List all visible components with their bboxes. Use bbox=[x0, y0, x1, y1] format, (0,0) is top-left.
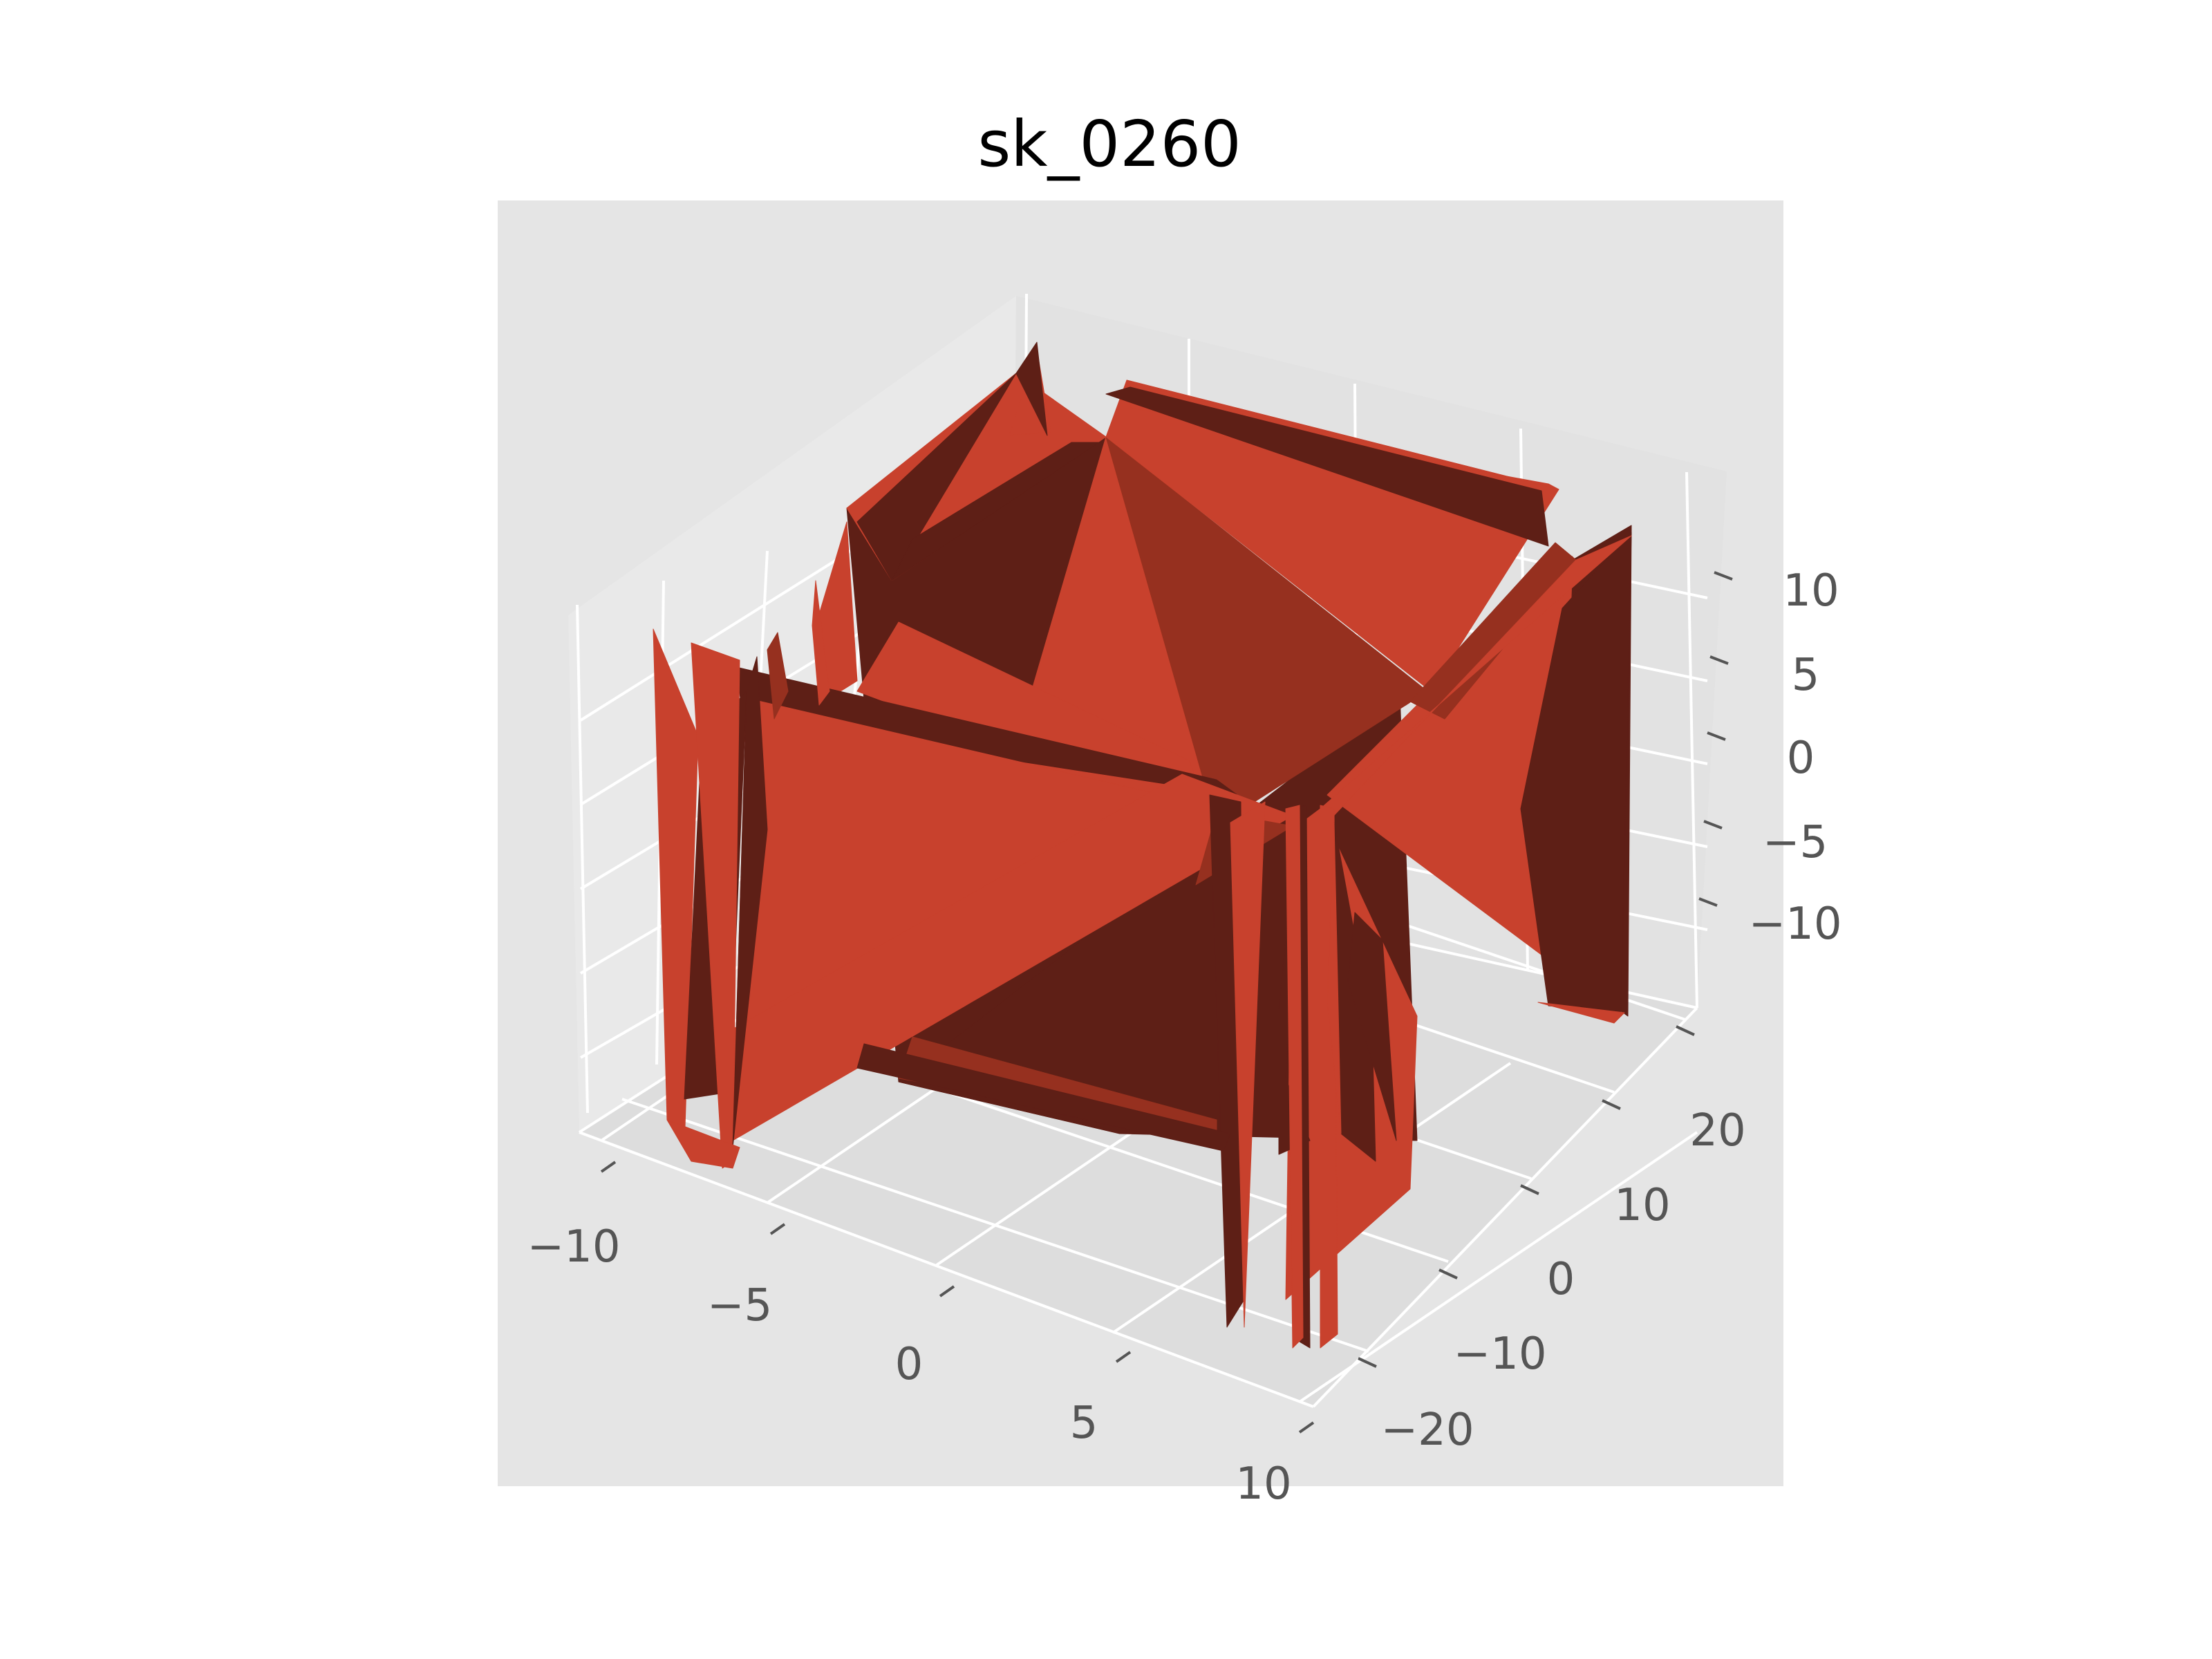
z-tick-4 bbox=[1714, 571, 1733, 581]
y-tick-label-1: −10 bbox=[1453, 1329, 1546, 1380]
z-tick-label-0: −10 bbox=[1748, 899, 1841, 950]
x-tick-label-2: 0 bbox=[895, 1339, 924, 1390]
x-tick-3 bbox=[1115, 1351, 1132, 1363]
x-tick-label-1: −5 bbox=[707, 1280, 772, 1331]
surface-facet-31 bbox=[732, 656, 768, 1148]
surface-facet-4 bbox=[1105, 436, 1428, 827]
x-tick-0 bbox=[600, 1161, 617, 1173]
floor-edge-front-left bbox=[579, 1131, 1314, 1408]
x-tick-label-0: −10 bbox=[527, 1221, 620, 1273]
surface-facet-10 bbox=[891, 442, 1100, 581]
x-tick-label-4: 10 bbox=[1235, 1459, 1291, 1510]
surface-facet-16 bbox=[1327, 556, 1573, 968]
z-tick-label-2: 0 bbox=[1787, 733, 1815, 784]
z-tick-3 bbox=[1709, 655, 1729, 665]
floor-edge-front-right bbox=[1312, 1006, 1698, 1408]
z-tick-label-3: 5 bbox=[1792, 650, 1820, 701]
y-tick-label-4: 20 bbox=[1689, 1105, 1745, 1156]
surface-facet-36 bbox=[1230, 801, 1266, 1328]
y-tick-label-0: −20 bbox=[1380, 1405, 1474, 1456]
x-tick-2 bbox=[939, 1285, 955, 1297]
surface-facet-34 bbox=[767, 632, 789, 720]
left-wall-vertical-0 bbox=[576, 604, 589, 1114]
y-tick-0 bbox=[1358, 1357, 1377, 1368]
surface-facet-18 bbox=[1537, 1002, 1625, 1024]
z-tick-1 bbox=[1703, 820, 1723, 830]
surface-facet-41 bbox=[1327, 822, 1342, 1134]
x-tick-1 bbox=[769, 1223, 786, 1235]
surface-facet-44 bbox=[856, 1043, 1231, 1152]
x-tick-4 bbox=[1298, 1421, 1315, 1434]
z-tick-2 bbox=[1707, 731, 1726, 741]
y-tick-label-3: 10 bbox=[1614, 1180, 1670, 1231]
z-tick-0 bbox=[1698, 897, 1718, 907]
z-tick-label-4: 10 bbox=[1783, 565, 1839, 617]
surface-facet-7 bbox=[1105, 386, 1549, 547]
y-tick-4 bbox=[1676, 1025, 1695, 1036]
axis-ticks bbox=[600, 571, 1733, 1434]
surface-facet-33 bbox=[812, 580, 830, 706]
y-tick-3 bbox=[1602, 1099, 1621, 1110]
surface-facet-17 bbox=[1520, 532, 1632, 1013]
surface-facet-42 bbox=[1347, 912, 1397, 1141]
surface-plot bbox=[653, 341, 1632, 1349]
surface-facet-32 bbox=[666, 1119, 740, 1169]
y-tick-label-2: 0 bbox=[1547, 1254, 1575, 1305]
surface-facet-38 bbox=[1285, 805, 1304, 1349]
floor-grid-x-4 bbox=[1298, 1131, 1698, 1403]
chart-title: sk_0260 bbox=[977, 107, 1241, 181]
y-tick-1 bbox=[1438, 1268, 1458, 1280]
surface-facet-9 bbox=[856, 373, 1017, 581]
z-tick-label-1: −5 bbox=[1763, 817, 1828, 868]
x-tick-label-3: 5 bbox=[1070, 1398, 1098, 1449]
right-wall-vertical-4 bbox=[1685, 471, 1698, 1009]
surface-facet-12 bbox=[1015, 341, 1048, 436]
y-tick-2 bbox=[1520, 1184, 1539, 1195]
